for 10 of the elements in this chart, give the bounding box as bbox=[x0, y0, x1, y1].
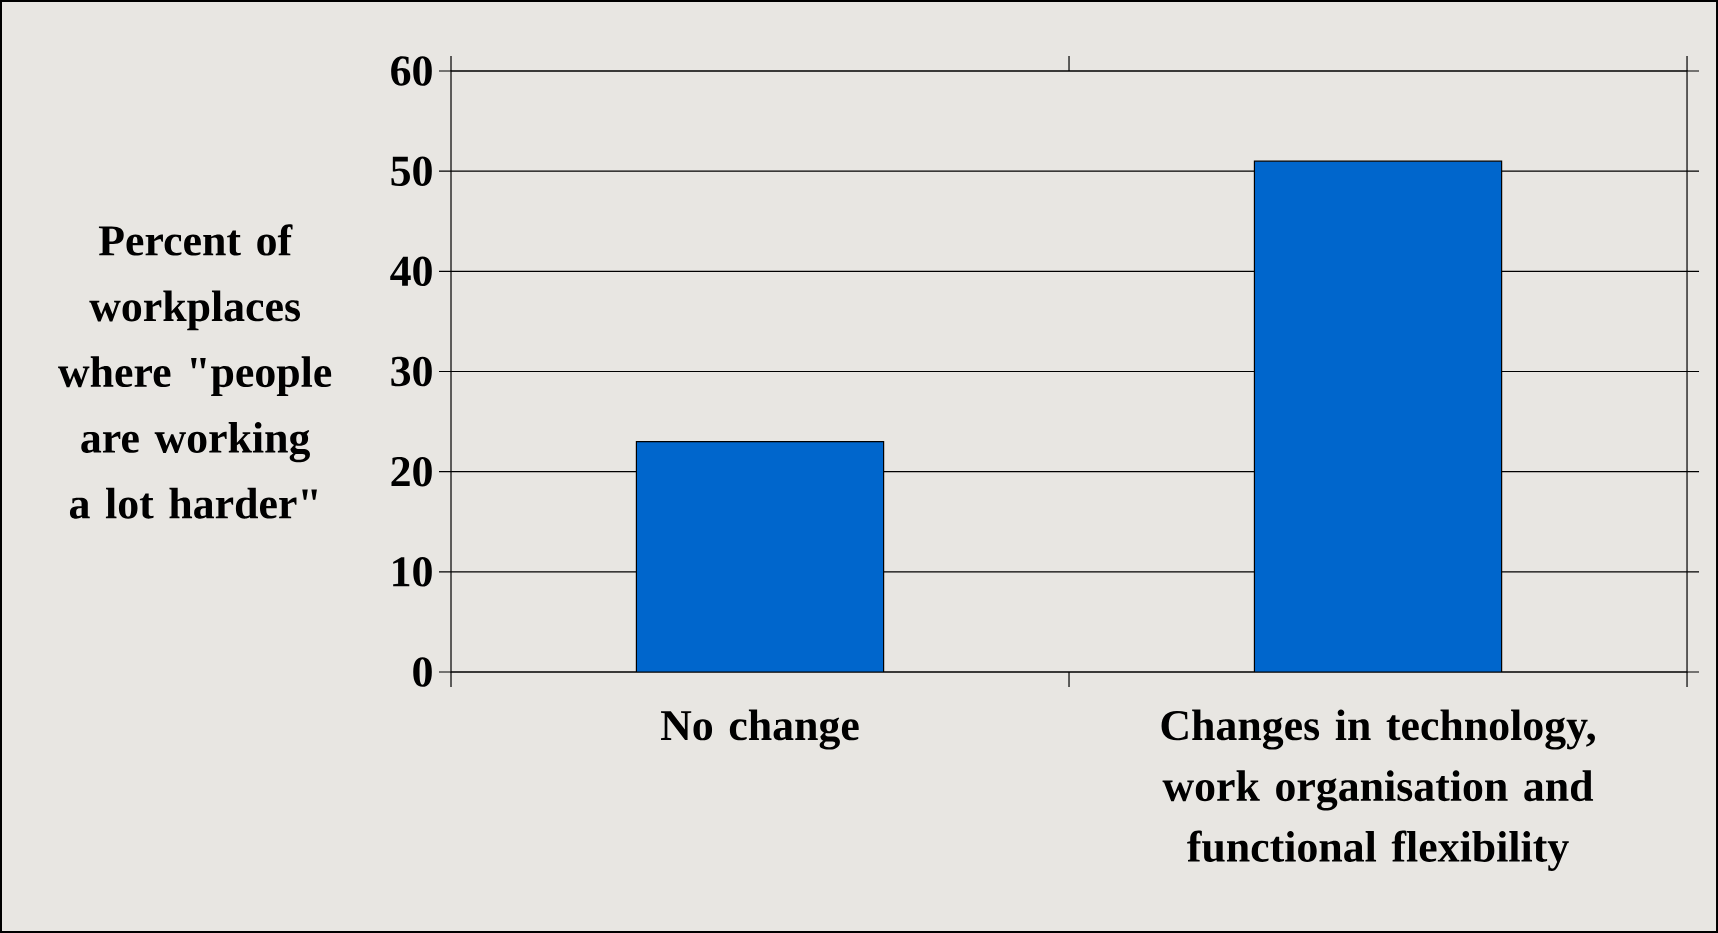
x-tick-label: No change bbox=[660, 709, 859, 750]
x-tick-label: Changes in technology, work organisation and functional flexibility bbox=[1161, 709, 1595, 871]
y-tick-label: 20 bbox=[391, 456, 432, 487]
y-tick-label: 30 bbox=[391, 356, 432, 387]
y-tick-label: 50 bbox=[391, 156, 432, 186]
y-tick-label: 10 bbox=[393, 557, 432, 587]
y-axis-title: Percent of workplaces where "people are working a lot harder" bbox=[58, 224, 332, 519]
y-tick-label: 60 bbox=[391, 56, 432, 86]
y-tick-label: 0 bbox=[413, 657, 432, 687]
y-tick-label: 40 bbox=[390, 256, 432, 287]
